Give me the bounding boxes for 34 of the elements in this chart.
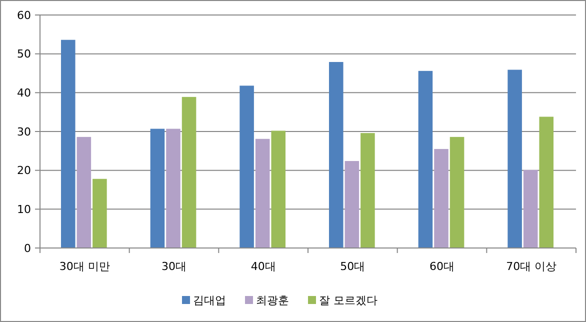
x-tick-label: 60대 — [430, 260, 454, 273]
bar — [271, 130, 286, 248]
legend-label: 최광훈 — [256, 294, 289, 307]
y-tick-label: 0 — [24, 242, 31, 255]
y-tick-label: 20 — [17, 164, 31, 178]
bar — [434, 148, 448, 248]
bar — [150, 128, 165, 248]
bar — [539, 116, 554, 248]
bar — [450, 136, 464, 248]
legend-label: 김대업 — [193, 294, 226, 307]
bar — [92, 178, 107, 248]
bar — [240, 86, 254, 248]
y-tick-label: 50 — [17, 48, 31, 61]
bar — [328, 62, 344, 248]
y-tick-label: 60 — [17, 8, 31, 22]
x-tick-label: 40대 — [250, 260, 276, 273]
bar — [508, 70, 522, 248]
bar — [182, 96, 196, 248]
bar — [360, 133, 375, 248]
bar — [76, 136, 92, 248]
x-tick-label: 30대 미만 — [59, 260, 110, 273]
bar — [523, 170, 538, 248]
bar — [344, 161, 360, 248]
x-tick-label: 30대 — [162, 260, 186, 273]
y-tick-label: 40 — [17, 86, 31, 100]
y-tick-label: 10 — [17, 203, 31, 216]
y-tick-label: 30 — [17, 125, 31, 138]
bar — [418, 70, 433, 248]
legend-label: 잘 모르겠다 — [319, 294, 378, 307]
bar — [166, 128, 180, 248]
x-tick-label: 50대 — [340, 260, 366, 273]
x-tick-label: 70대 이상 — [506, 260, 557, 273]
bar — [255, 138, 270, 248]
bar — [60, 40, 76, 248]
